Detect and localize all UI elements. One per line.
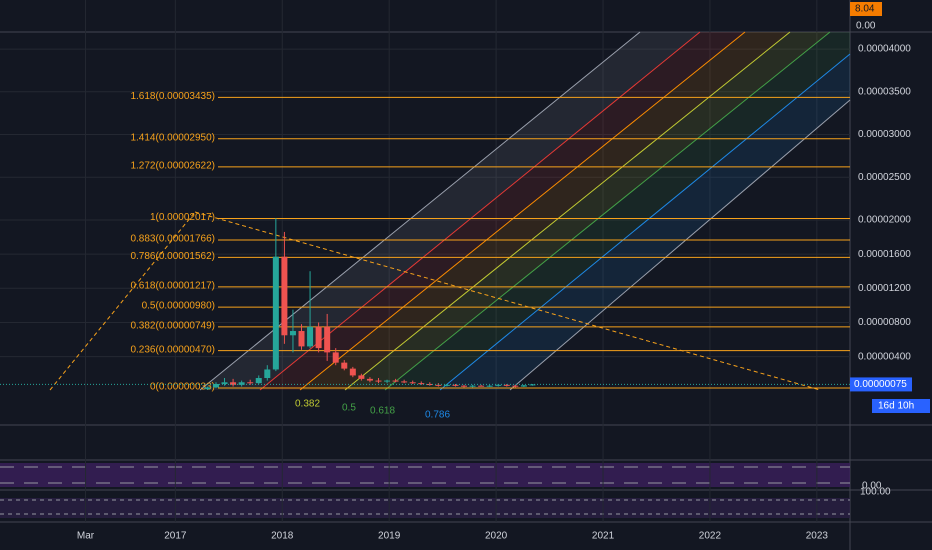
candle-body: [238, 382, 245, 385]
candle-body: [358, 375, 365, 379]
x-tick-label: 2023: [806, 531, 829, 542]
channel-line: [384, 31, 831, 391]
fib-label: 0(0.00000033): [150, 382, 215, 393]
fib-label: 1.618(0.00003435): [130, 91, 215, 102]
fib-label: 0.5(0.00000980): [142, 301, 215, 312]
trend-line: [194, 211, 821, 391]
candle-body: [529, 384, 536, 386]
candle-body: [418, 383, 425, 385]
x-tick-label: 2017: [164, 531, 187, 542]
y-tick-label: 0.00003000: [858, 129, 911, 140]
y-tick-label: 0.00001200: [858, 283, 911, 294]
candle-body: [384, 380, 391, 382]
candle-body: [315, 326, 322, 349]
candle-body: [212, 383, 219, 388]
candle-body: [221, 382, 228, 384]
indicator-value-box: [850, 2, 882, 16]
candle-body: [495, 384, 502, 386]
indicator-zero: 0.00: [862, 481, 882, 492]
x-tick-label: Mar: [77, 531, 95, 542]
candle-body: [478, 385, 485, 387]
candle-body: [230, 382, 237, 385]
channel-line: [259, 31, 701, 391]
fib-label: 1(0.00002017): [150, 212, 215, 223]
y-tick-label: 0.00001600: [858, 249, 911, 260]
candle-body: [281, 256, 288, 336]
channel-band: [345, 32, 830, 390]
channel-line: [344, 31, 791, 391]
channel-line: [299, 31, 746, 391]
candle-body: [486, 385, 493, 387]
candle-body: [204, 387, 211, 390]
fib-label: 0.236(0.00000470): [130, 344, 215, 355]
candle-body: [503, 384, 510, 386]
y-tick-label: 0.00002500: [858, 172, 911, 183]
candle-body: [401, 381, 408, 383]
channel-line: [509, 99, 851, 391]
candle-body: [332, 352, 339, 363]
fib-label: 0.382(0.00000749): [130, 320, 215, 331]
channel-band: [385, 32, 850, 390]
candle-body: [247, 382, 254, 384]
candle-body: [435, 384, 442, 386]
channel-band: [200, 32, 700, 390]
indicator-top: 100.00: [860, 487, 891, 498]
countdown: 16d 10h: [878, 401, 914, 412]
channel-line: [439, 53, 851, 391]
y-tick-label: 0.00002000: [858, 215, 911, 226]
candle-body: [392, 380, 399, 382]
candle-body: [307, 326, 314, 347]
x-tick-label: 2019: [378, 531, 401, 542]
candle-body: [341, 362, 348, 369]
candle-body: [375, 380, 382, 382]
y-tick-label: 0.00000800: [858, 317, 911, 328]
candle-body: [264, 369, 271, 379]
candle-body: [255, 378, 262, 384]
candle-body: [512, 385, 519, 387]
fib-label: 0.883(0.00001766): [130, 234, 215, 245]
candle-body: [409, 382, 416, 384]
channel-label: 0.5: [342, 403, 356, 414]
indicator-band: [0, 498, 850, 518]
candle-body: [349, 368, 356, 376]
countdown-box: [872, 399, 930, 413]
x-tick-label: 2021: [592, 531, 615, 542]
candle-body: [520, 385, 527, 387]
indicator-value: 8.04: [855, 4, 875, 15]
candle-body: [272, 256, 279, 370]
candle-body: [469, 385, 476, 387]
candle-body: [298, 331, 305, 347]
fib-label: 1.414(0.00002950): [130, 132, 215, 143]
fib-label: 1.272(0.00002622): [130, 160, 215, 171]
fib-label: 0.618(0.00001217): [130, 280, 215, 291]
candle-body: [289, 331, 296, 336]
x-tick-label: 2018: [271, 531, 294, 542]
candle-body: [461, 385, 468, 387]
candle-body: [452, 384, 459, 386]
channel-band: [300, 32, 790, 390]
channel-band: [260, 32, 745, 390]
channel-label: 0.618: [370, 406, 395, 417]
y-tick-label: 0.00003500: [858, 86, 911, 97]
fib-label: 0.786(0.00001562): [130, 251, 215, 262]
channel-label: 0.382: [295, 399, 320, 410]
candle-body: [324, 326, 331, 353]
candle-body: [443, 384, 450, 386]
x-tick-label: 2022: [699, 531, 722, 542]
candle-body: [366, 378, 373, 381]
indicator-zero: 0.00: [856, 21, 876, 32]
y-tick-label: 0.00004000: [858, 44, 911, 55]
channel-label: 0.786: [425, 410, 450, 421]
regression-channels: [49, 31, 851, 391]
last-price-box: [850, 377, 912, 392]
y-tick-label: 0.00000400: [858, 351, 911, 362]
trend-line: [49, 211, 196, 391]
x-tick-label: 2020: [485, 531, 508, 542]
last-price-label: 0.00000075: [854, 379, 907, 390]
